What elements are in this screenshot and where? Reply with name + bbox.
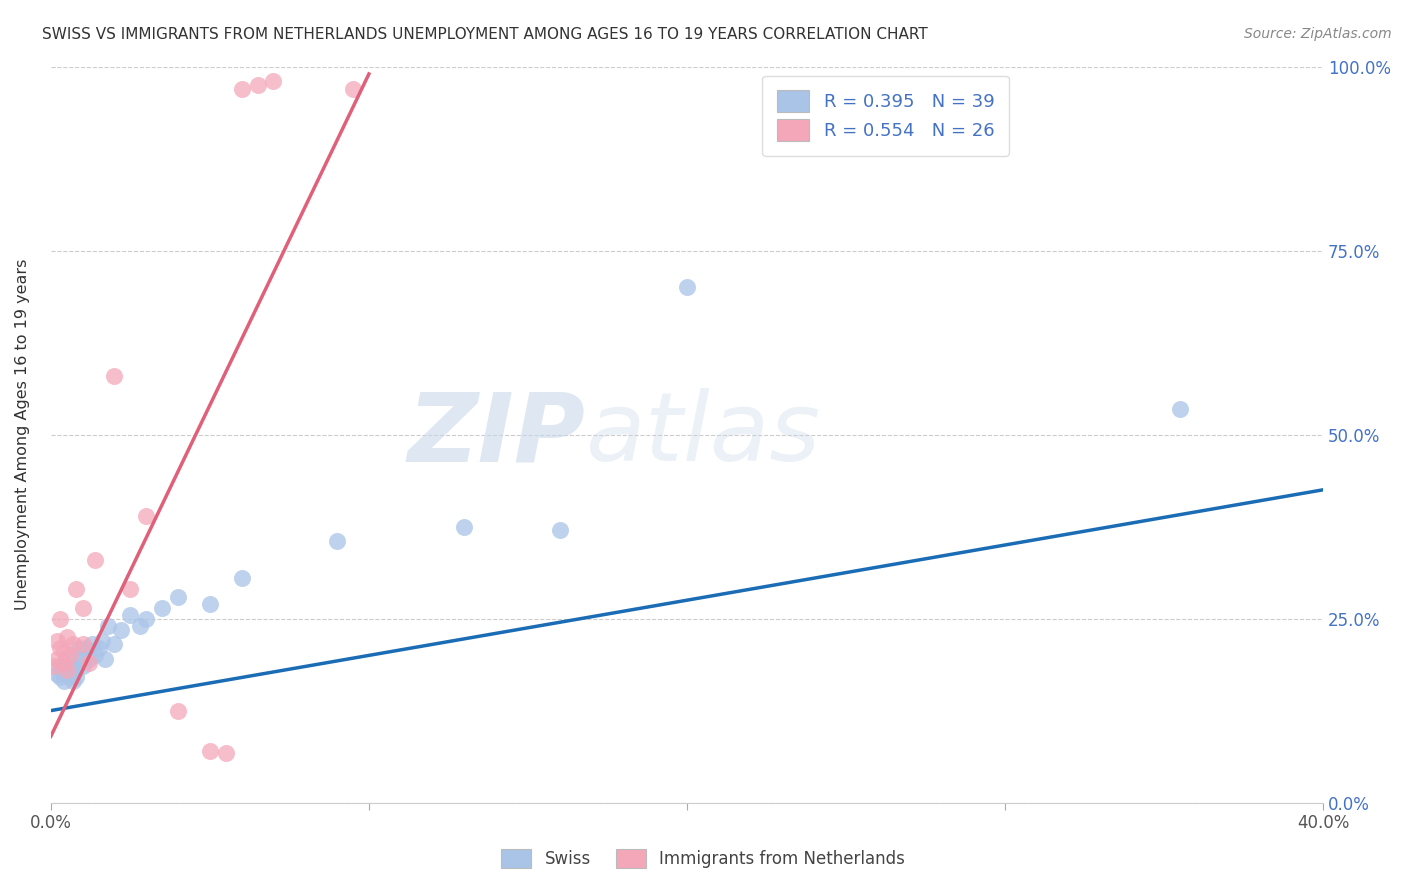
Point xyxy=(75,640,97,655)
Point xyxy=(72,659,94,673)
Point xyxy=(65,663,87,677)
Point xyxy=(49,659,72,673)
Point xyxy=(59,663,82,677)
Point xyxy=(49,611,72,625)
Point xyxy=(46,666,69,681)
Point xyxy=(342,81,364,95)
Point xyxy=(52,674,75,689)
Point xyxy=(84,552,107,566)
Point xyxy=(69,652,91,666)
Point xyxy=(135,508,157,523)
Point xyxy=(65,582,87,596)
Text: ZIP: ZIP xyxy=(408,388,585,481)
Point xyxy=(55,663,77,677)
Point xyxy=(84,648,107,663)
Point xyxy=(103,637,125,651)
Point xyxy=(128,619,150,633)
Point xyxy=(59,648,82,663)
Point xyxy=(326,534,349,549)
Point xyxy=(62,666,84,681)
Point xyxy=(87,640,110,655)
Point xyxy=(135,611,157,625)
Point xyxy=(103,368,125,383)
Point xyxy=(55,663,77,677)
Point xyxy=(1168,401,1191,416)
Point xyxy=(453,519,475,533)
Point xyxy=(94,652,117,666)
Point xyxy=(59,671,82,685)
Point xyxy=(65,671,87,685)
Point xyxy=(72,652,94,666)
Point xyxy=(231,81,253,95)
Point xyxy=(90,633,112,648)
Text: Source: ZipAtlas.com: Source: ZipAtlas.com xyxy=(1244,27,1392,41)
Point xyxy=(72,637,94,651)
Point xyxy=(198,597,221,611)
Point xyxy=(69,640,91,655)
Point xyxy=(263,74,285,88)
Point xyxy=(215,746,238,760)
Point xyxy=(120,607,142,622)
Point xyxy=(52,656,75,670)
Point xyxy=(77,652,100,666)
Point xyxy=(49,640,72,655)
Point xyxy=(52,645,75,659)
Point xyxy=(62,674,84,689)
Point xyxy=(77,656,100,670)
Point xyxy=(82,637,104,651)
Point xyxy=(62,637,84,651)
Point xyxy=(676,280,699,294)
Point xyxy=(49,671,72,685)
Point xyxy=(246,78,269,92)
Point xyxy=(120,582,142,596)
Point xyxy=(167,590,190,604)
Text: atlas: atlas xyxy=(585,388,820,481)
Legend: R = 0.395   N = 39, R = 0.554   N = 26: R = 0.395 N = 39, R = 0.554 N = 26 xyxy=(762,76,1008,156)
Point xyxy=(46,633,69,648)
Point xyxy=(46,652,69,666)
Point xyxy=(97,619,120,633)
Point xyxy=(198,744,221,758)
Point xyxy=(167,704,190,718)
Y-axis label: Unemployment Among Ages 16 to 19 years: Unemployment Among Ages 16 to 19 years xyxy=(15,259,30,610)
Legend: Swiss, Immigrants from Netherlands: Swiss, Immigrants from Netherlands xyxy=(495,843,911,875)
Point xyxy=(42,659,65,673)
Point xyxy=(72,600,94,615)
Point xyxy=(55,652,77,666)
Point xyxy=(548,523,571,537)
Point xyxy=(150,600,173,615)
Point xyxy=(52,666,75,681)
Text: SWISS VS IMMIGRANTS FROM NETHERLANDS UNEMPLOYMENT AMONG AGES 16 TO 19 YEARS CORR: SWISS VS IMMIGRANTS FROM NETHERLANDS UNE… xyxy=(42,27,928,42)
Point xyxy=(110,623,132,637)
Point xyxy=(231,571,253,585)
Point xyxy=(55,630,77,644)
